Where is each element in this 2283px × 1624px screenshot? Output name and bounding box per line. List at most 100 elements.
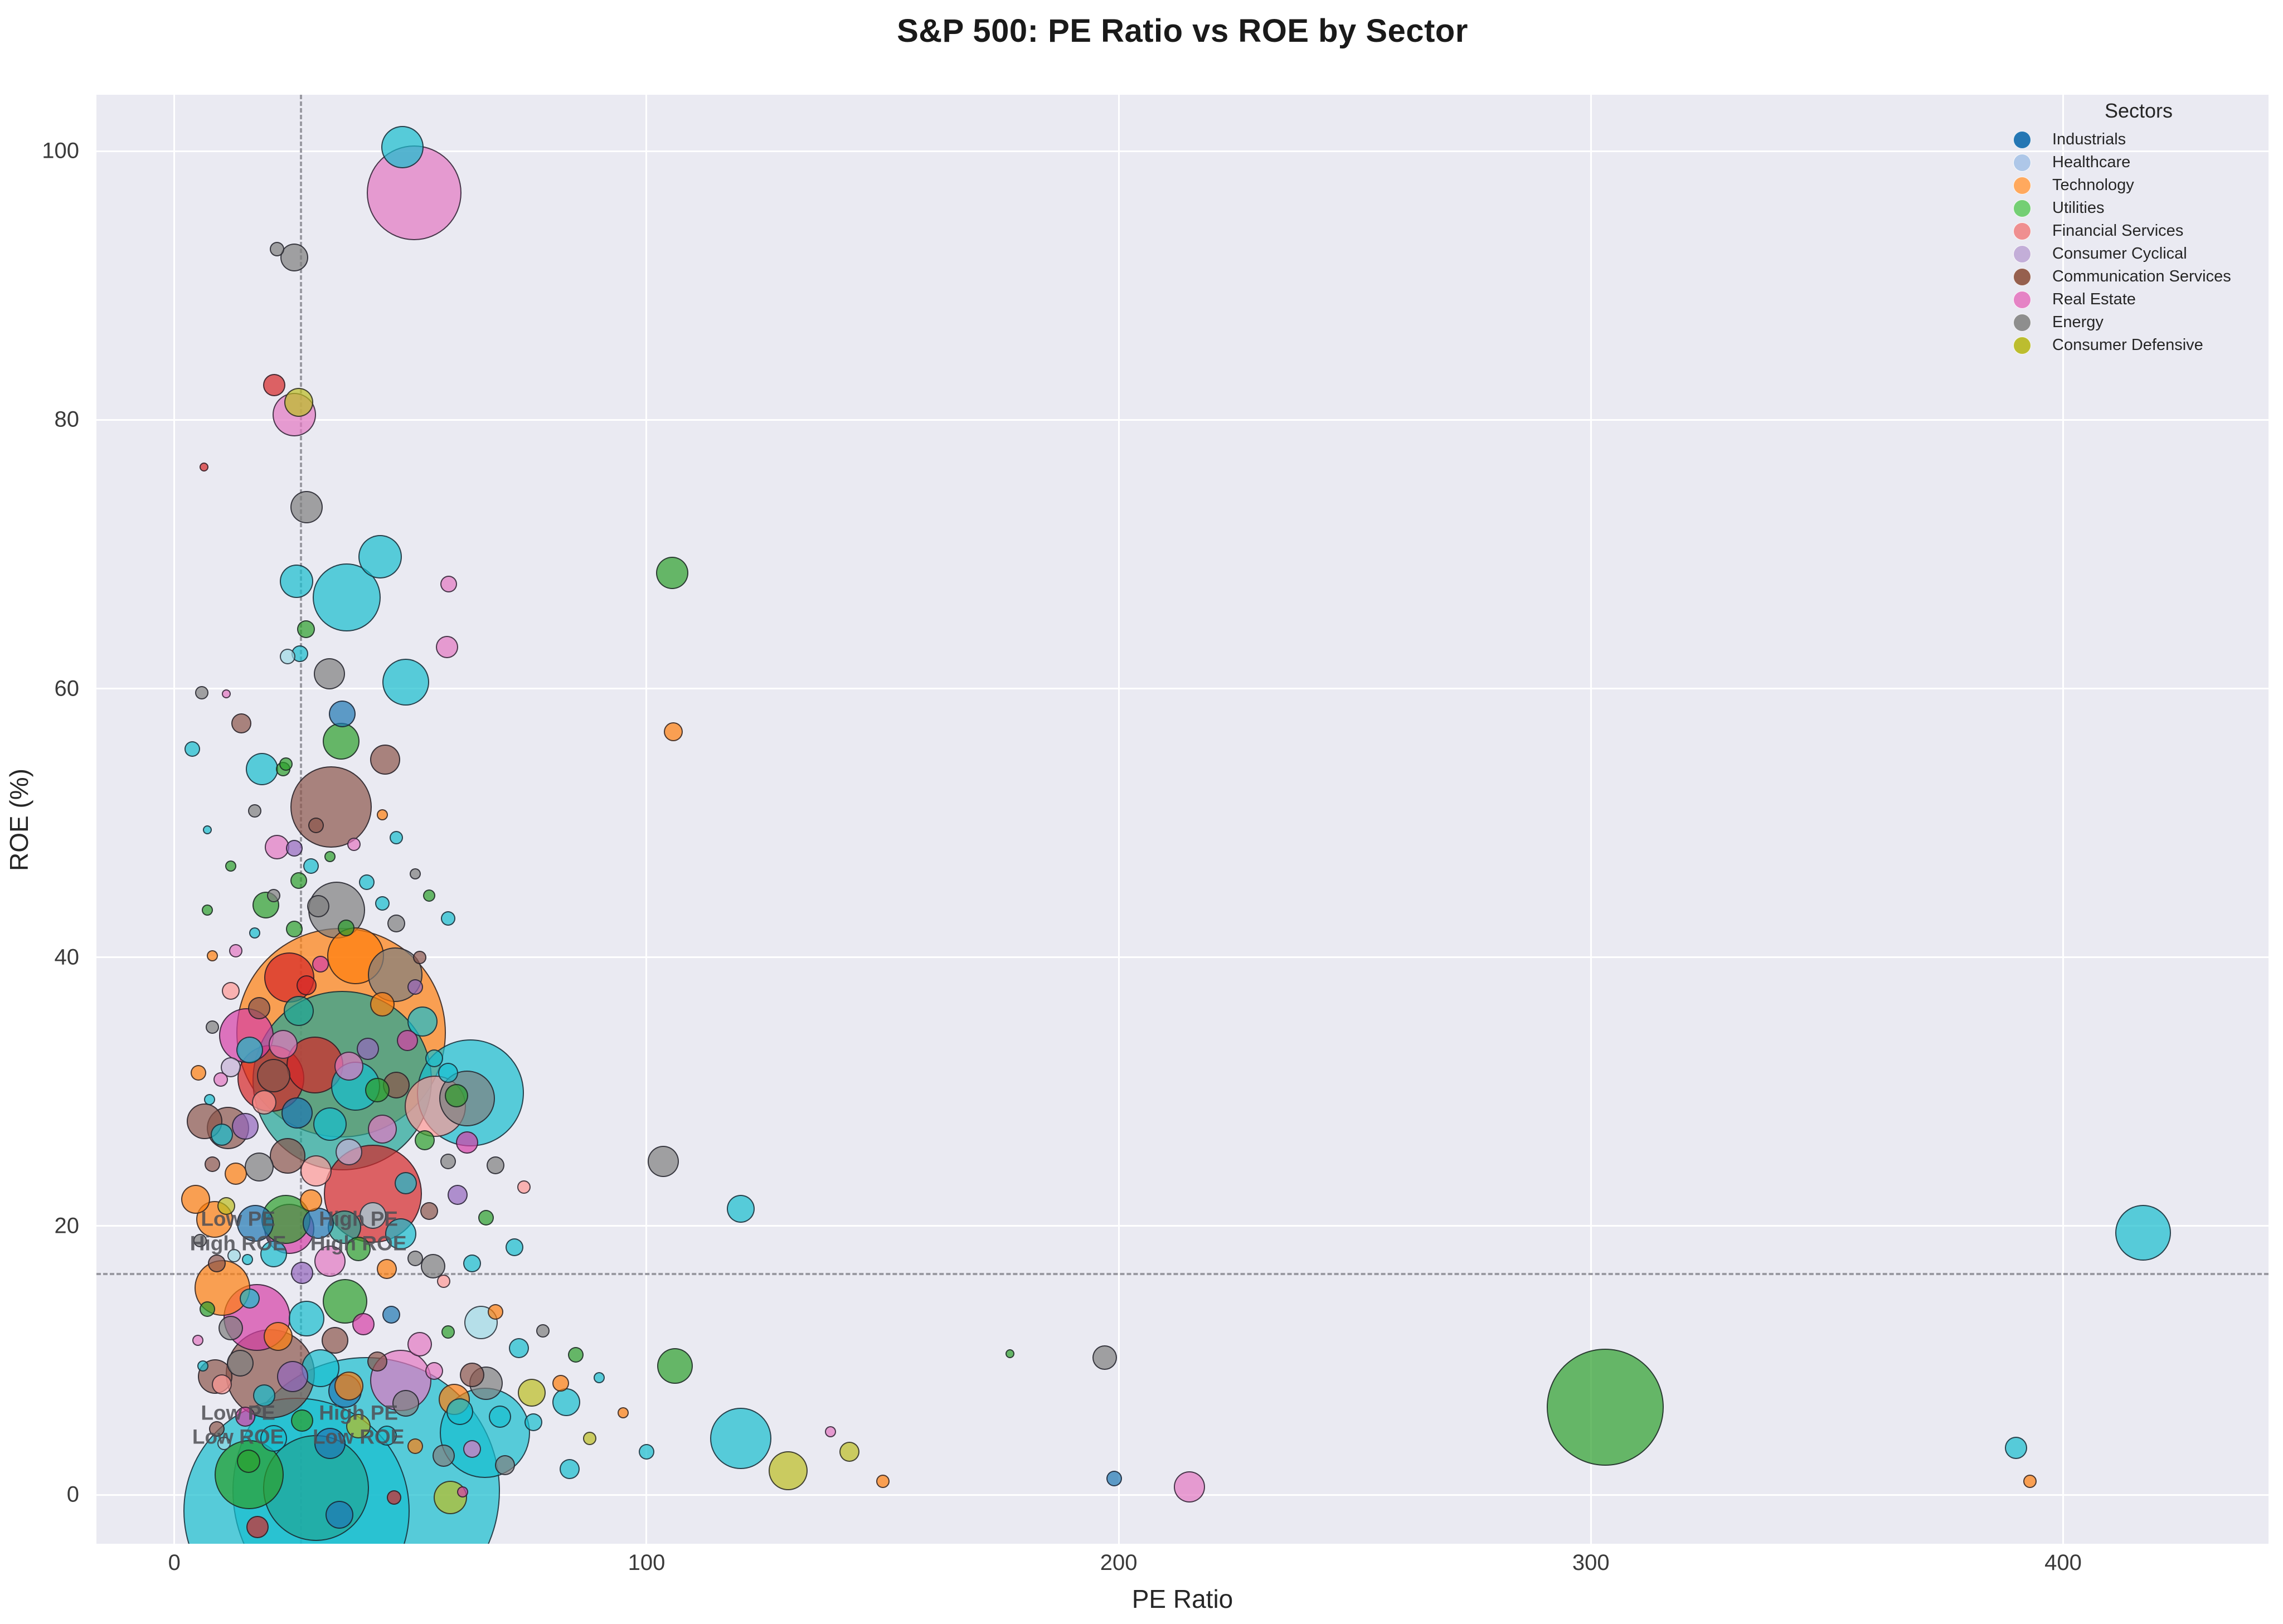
bubble — [552, 1374, 569, 1392]
bubble — [1174, 1471, 1206, 1503]
bubble — [407, 1250, 423, 1266]
x-tick-100: 100 — [628, 1550, 666, 1575]
bubble — [192, 1334, 204, 1346]
bubble — [248, 997, 271, 1020]
bubble — [236, 1449, 260, 1473]
bubble — [190, 1065, 206, 1081]
bubble — [389, 831, 403, 845]
gridline-y-100 — [96, 150, 2269, 152]
bubble — [184, 741, 200, 757]
legend-label: Real Estate — [2052, 290, 2136, 308]
bubble — [263, 373, 285, 396]
bubble — [444, 1084, 468, 1107]
x-tick-0: 0 — [168, 1550, 181, 1575]
bubble — [283, 996, 314, 1027]
bubble — [397, 1030, 419, 1052]
quadrant-annotation-4: High PE Low ROE — [312, 1401, 405, 1448]
bubble — [370, 745, 401, 775]
bubble — [249, 927, 260, 939]
y-tick-0: 0 — [66, 1482, 79, 1507]
bubble — [290, 1409, 313, 1432]
bubble — [494, 1455, 515, 1475]
bubble — [440, 1154, 456, 1170]
legend-item-consumer-defensive: Consumer Defensive — [2005, 334, 2272, 357]
bubble — [1546, 1349, 1664, 1466]
bubble — [202, 905, 213, 916]
bubble — [617, 1407, 629, 1418]
bubble — [489, 1406, 512, 1428]
bubble — [436, 1274, 450, 1288]
bubble — [197, 1360, 208, 1372]
legend-swatch-icon — [2013, 245, 2031, 263]
bubble — [352, 1312, 375, 1335]
bubble — [876, 1474, 890, 1488]
bubble — [279, 757, 293, 771]
bubble — [307, 895, 330, 918]
bubble — [559, 1459, 580, 1480]
legend-label: Consumer Defensive — [2052, 336, 2203, 354]
bubble — [237, 1205, 274, 1242]
bubble — [463, 1440, 481, 1458]
legend-label: Financial Services — [2052, 222, 2184, 240]
legend-item-energy: Energy — [2005, 311, 2272, 334]
bubble — [407, 979, 423, 995]
bubble — [377, 1425, 397, 1446]
bubble — [825, 1426, 837, 1437]
y-tick-20: 20 — [54, 1213, 80, 1238]
bubble — [375, 896, 390, 911]
bubble — [392, 1390, 419, 1417]
quadrant-annotation-3: Low PE Low ROE — [192, 1401, 284, 1448]
bubble — [386, 1490, 401, 1505]
mean-roe-dashed-line — [96, 1273, 2269, 1276]
bubble — [769, 1451, 808, 1490]
bubble — [438, 1063, 459, 1083]
bubble — [487, 1304, 503, 1320]
bubble — [346, 1236, 371, 1261]
bubble — [256, 1058, 290, 1092]
bubble — [425, 1362, 443, 1380]
bubble — [334, 1051, 364, 1081]
bubble — [655, 557, 688, 590]
bubble — [217, 1437, 231, 1451]
bubble — [290, 872, 307, 889]
bubble — [227, 1248, 241, 1262]
bubble — [181, 1184, 210, 1214]
bubble — [552, 1388, 580, 1416]
bubble — [288, 1301, 324, 1337]
bubble — [200, 1301, 216, 1317]
chart-title: S&P 500: PE Ratio vs ROE by Sector — [897, 13, 1468, 49]
y-tick-100: 100 — [42, 138, 79, 163]
bubble — [536, 1324, 550, 1338]
bubble — [206, 950, 218, 962]
gridline-y-20 — [96, 1225, 2269, 1227]
bubble — [217, 1197, 235, 1215]
bubble — [328, 701, 356, 728]
bubble — [213, 1072, 228, 1087]
bubble — [357, 1037, 380, 1060]
legend-item-consumer-cyclical: Consumer Cyclical — [2005, 242, 2272, 265]
bubble — [195, 685, 208, 699]
bubble — [432, 1445, 455, 1467]
bubble — [420, 1202, 439, 1221]
bubble — [409, 868, 421, 880]
bubble — [225, 860, 237, 872]
bubble — [359, 1202, 386, 1229]
bubble — [280, 564, 314, 598]
bubble — [2023, 1474, 2037, 1488]
legend-swatch-icon — [2013, 336, 2031, 354]
bubble — [302, 1349, 340, 1388]
bubble — [358, 535, 402, 579]
x-tick-200: 200 — [1100, 1550, 1138, 1575]
legend-swatch-icon — [2013, 176, 2031, 195]
bubble — [413, 950, 427, 964]
legend-swatch-icon — [2013, 153, 2031, 172]
bubble — [224, 1162, 247, 1185]
bubble — [414, 1130, 435, 1150]
bubble — [260, 1241, 287, 1268]
bubble — [208, 1255, 226, 1273]
bubble — [517, 1180, 531, 1194]
bubble — [314, 1245, 346, 1277]
quadrant-annotation-2: High PE High ROE — [310, 1207, 407, 1255]
gridline-y-60 — [96, 688, 2269, 690]
bubble — [296, 975, 317, 996]
